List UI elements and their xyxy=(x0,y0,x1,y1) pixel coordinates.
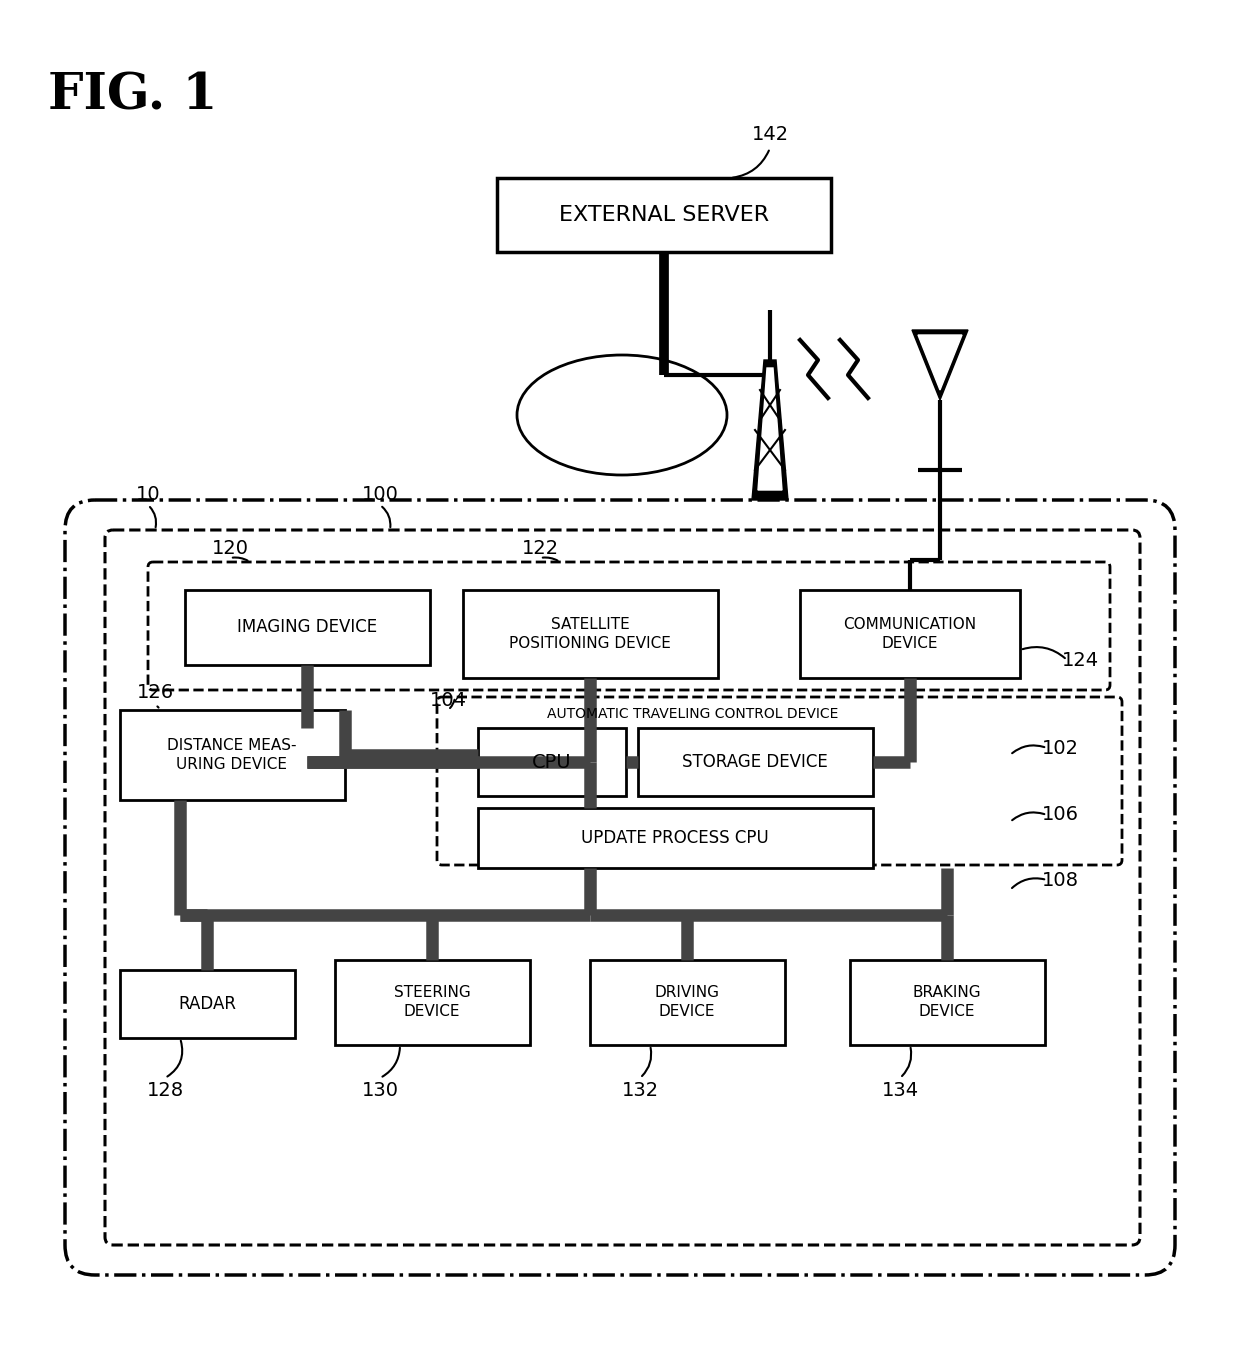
Text: CPU: CPU xyxy=(532,752,572,771)
Text: FIG. 1: FIG. 1 xyxy=(48,71,217,121)
Text: STEERING
DEVICE: STEERING DEVICE xyxy=(393,985,470,1019)
Text: BRAKING
DEVICE: BRAKING DEVICE xyxy=(913,985,981,1019)
Text: UPDATE PROCESS CPU: UPDATE PROCESS CPU xyxy=(582,829,769,847)
Bar xyxy=(477,729,626,796)
Bar xyxy=(639,729,873,796)
Text: DISTANCE MEAS-
URING DEVICE: DISTANCE MEAS- URING DEVICE xyxy=(167,738,296,772)
Text: 10: 10 xyxy=(135,486,160,505)
Text: 102: 102 xyxy=(1042,738,1079,757)
Text: 100: 100 xyxy=(362,486,398,505)
Polygon shape xyxy=(758,368,782,490)
Bar xyxy=(849,960,1045,1045)
Bar xyxy=(800,590,1021,678)
Bar xyxy=(463,590,718,678)
Bar xyxy=(120,970,295,1039)
Text: 108: 108 xyxy=(1042,870,1079,889)
FancyBboxPatch shape xyxy=(148,563,1110,690)
Text: STORAGE DEVICE: STORAGE DEVICE xyxy=(682,753,828,771)
Text: 132: 132 xyxy=(621,1081,658,1099)
Polygon shape xyxy=(918,335,962,390)
Text: SATELLITE
POSITIONING DEVICE: SATELLITE POSITIONING DEVICE xyxy=(510,617,671,650)
Bar xyxy=(497,178,831,252)
Text: 122: 122 xyxy=(522,538,558,557)
Bar xyxy=(477,808,873,868)
Text: 124: 124 xyxy=(1061,650,1099,670)
Bar xyxy=(120,709,345,800)
Text: DRIVING
DEVICE: DRIVING DEVICE xyxy=(655,985,719,1019)
FancyBboxPatch shape xyxy=(436,697,1122,864)
Text: AUTOMATIC TRAVELING CONTROL DEVICE: AUTOMATIC TRAVELING CONTROL DEVICE xyxy=(547,707,838,722)
Text: 120: 120 xyxy=(212,538,248,557)
Bar xyxy=(185,590,430,665)
Text: 106: 106 xyxy=(1042,805,1079,825)
Text: 130: 130 xyxy=(362,1081,398,1099)
Text: IMAGING DEVICE: IMAGING DEVICE xyxy=(237,617,377,637)
Text: 104: 104 xyxy=(429,690,466,709)
FancyBboxPatch shape xyxy=(105,530,1140,1244)
Bar xyxy=(590,960,785,1045)
Polygon shape xyxy=(751,359,787,499)
Text: 134: 134 xyxy=(882,1081,919,1099)
Ellipse shape xyxy=(517,355,727,475)
Text: EXTERNAL SERVER: EXTERNAL SERVER xyxy=(559,204,769,225)
Text: COMMUNICATION
DEVICE: COMMUNICATION DEVICE xyxy=(843,617,977,650)
Text: 142: 142 xyxy=(751,125,789,144)
Text: RADAR: RADAR xyxy=(179,995,236,1013)
Text: 128: 128 xyxy=(146,1081,184,1099)
Text: 126: 126 xyxy=(136,683,174,702)
Bar xyxy=(335,960,529,1045)
Polygon shape xyxy=(911,331,968,401)
